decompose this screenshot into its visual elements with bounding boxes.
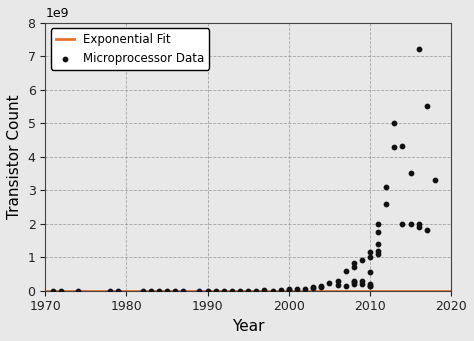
Microprocessor Data [366,283,374,289]
Microprocessor Data [261,288,268,293]
Microprocessor Data [350,278,357,283]
Microprocessor Data [366,283,374,288]
Microprocessor Data [326,280,333,286]
Microprocessor Data [358,258,365,263]
Microprocessor Data [245,288,252,293]
Microprocessor Data [74,288,82,294]
Microprocessor Data [342,283,349,288]
Microprocessor Data [350,265,357,270]
Microprocessor Data [423,104,430,109]
Microprocessor Data [334,282,341,288]
Exponential Fit [84,289,90,293]
Microprocessor Data [358,278,365,283]
Microprocessor Data [350,280,357,285]
X-axis label: Year: Year [232,319,264,334]
Microprocessor Data [50,288,57,294]
Microprocessor Data [383,184,390,190]
Microprocessor Data [366,269,374,275]
Microprocessor Data [180,288,187,294]
Exponential Fit [321,289,327,293]
Microprocessor Data [310,285,317,291]
Microprocessor Data [374,241,382,247]
Microprocessor Data [106,288,114,294]
Microprocessor Data [334,278,341,284]
Microprocessor Data [342,269,349,274]
Microprocessor Data [171,288,179,294]
Exponential Fit [448,289,454,293]
Legend: Exponential Fit, Microprocessor Data: Exponential Fit, Microprocessor Data [51,28,209,70]
Exponential Fit [359,289,365,293]
Microprocessor Data [285,287,292,292]
Exponential Fit [42,289,48,293]
Microprocessor Data [269,288,276,293]
Microprocessor Data [350,261,357,266]
Microprocessor Data [374,229,382,235]
Microprocessor Data [220,288,228,293]
Microprocessor Data [399,144,406,149]
Microprocessor Data [310,285,317,290]
Microprocessor Data [293,287,301,292]
Microprocessor Data [196,288,203,294]
Microprocessor Data [374,251,382,257]
Microprocessor Data [115,288,122,294]
Microprocessor Data [147,288,155,294]
Microprocessor Data [318,283,325,288]
Microprocessor Data [366,249,374,254]
Microprocessor Data [277,287,284,293]
Microprocessor Data [285,287,292,292]
Microprocessor Data [415,47,422,52]
Microprocessor Data [431,177,439,183]
Microprocessor Data [237,288,244,293]
Microprocessor Data [374,248,382,253]
Microprocessor Data [399,221,406,226]
Microprocessor Data [423,228,430,233]
Microprocessor Data [415,221,422,226]
Y-axis label: Transistor Count: Transistor Count [7,94,22,219]
Text: 1e9: 1e9 [45,7,69,20]
Exponential Fit [221,289,227,293]
Microprocessor Data [155,288,163,294]
Microprocessor Data [139,288,146,294]
Microprocessor Data [415,224,422,230]
Microprocessor Data [391,144,398,149]
Microprocessor Data [350,282,357,287]
Exponential Fit [366,289,372,293]
Microprocessor Data [318,284,325,289]
Microprocessor Data [374,221,382,226]
Microprocessor Data [253,288,260,293]
Microprocessor Data [204,288,211,294]
Microprocessor Data [228,288,236,293]
Microprocessor Data [163,288,171,294]
Microprocessor Data [383,201,390,206]
Microprocessor Data [407,221,414,226]
Microprocessor Data [366,281,374,287]
Microprocessor Data [301,286,309,292]
Microprocessor Data [358,281,365,287]
Exponential Fit [207,289,212,293]
Microprocessor Data [366,254,374,260]
Microprocessor Data [407,171,414,176]
Microprocessor Data [58,288,65,294]
Microprocessor Data [391,120,398,126]
Microprocessor Data [212,288,219,294]
